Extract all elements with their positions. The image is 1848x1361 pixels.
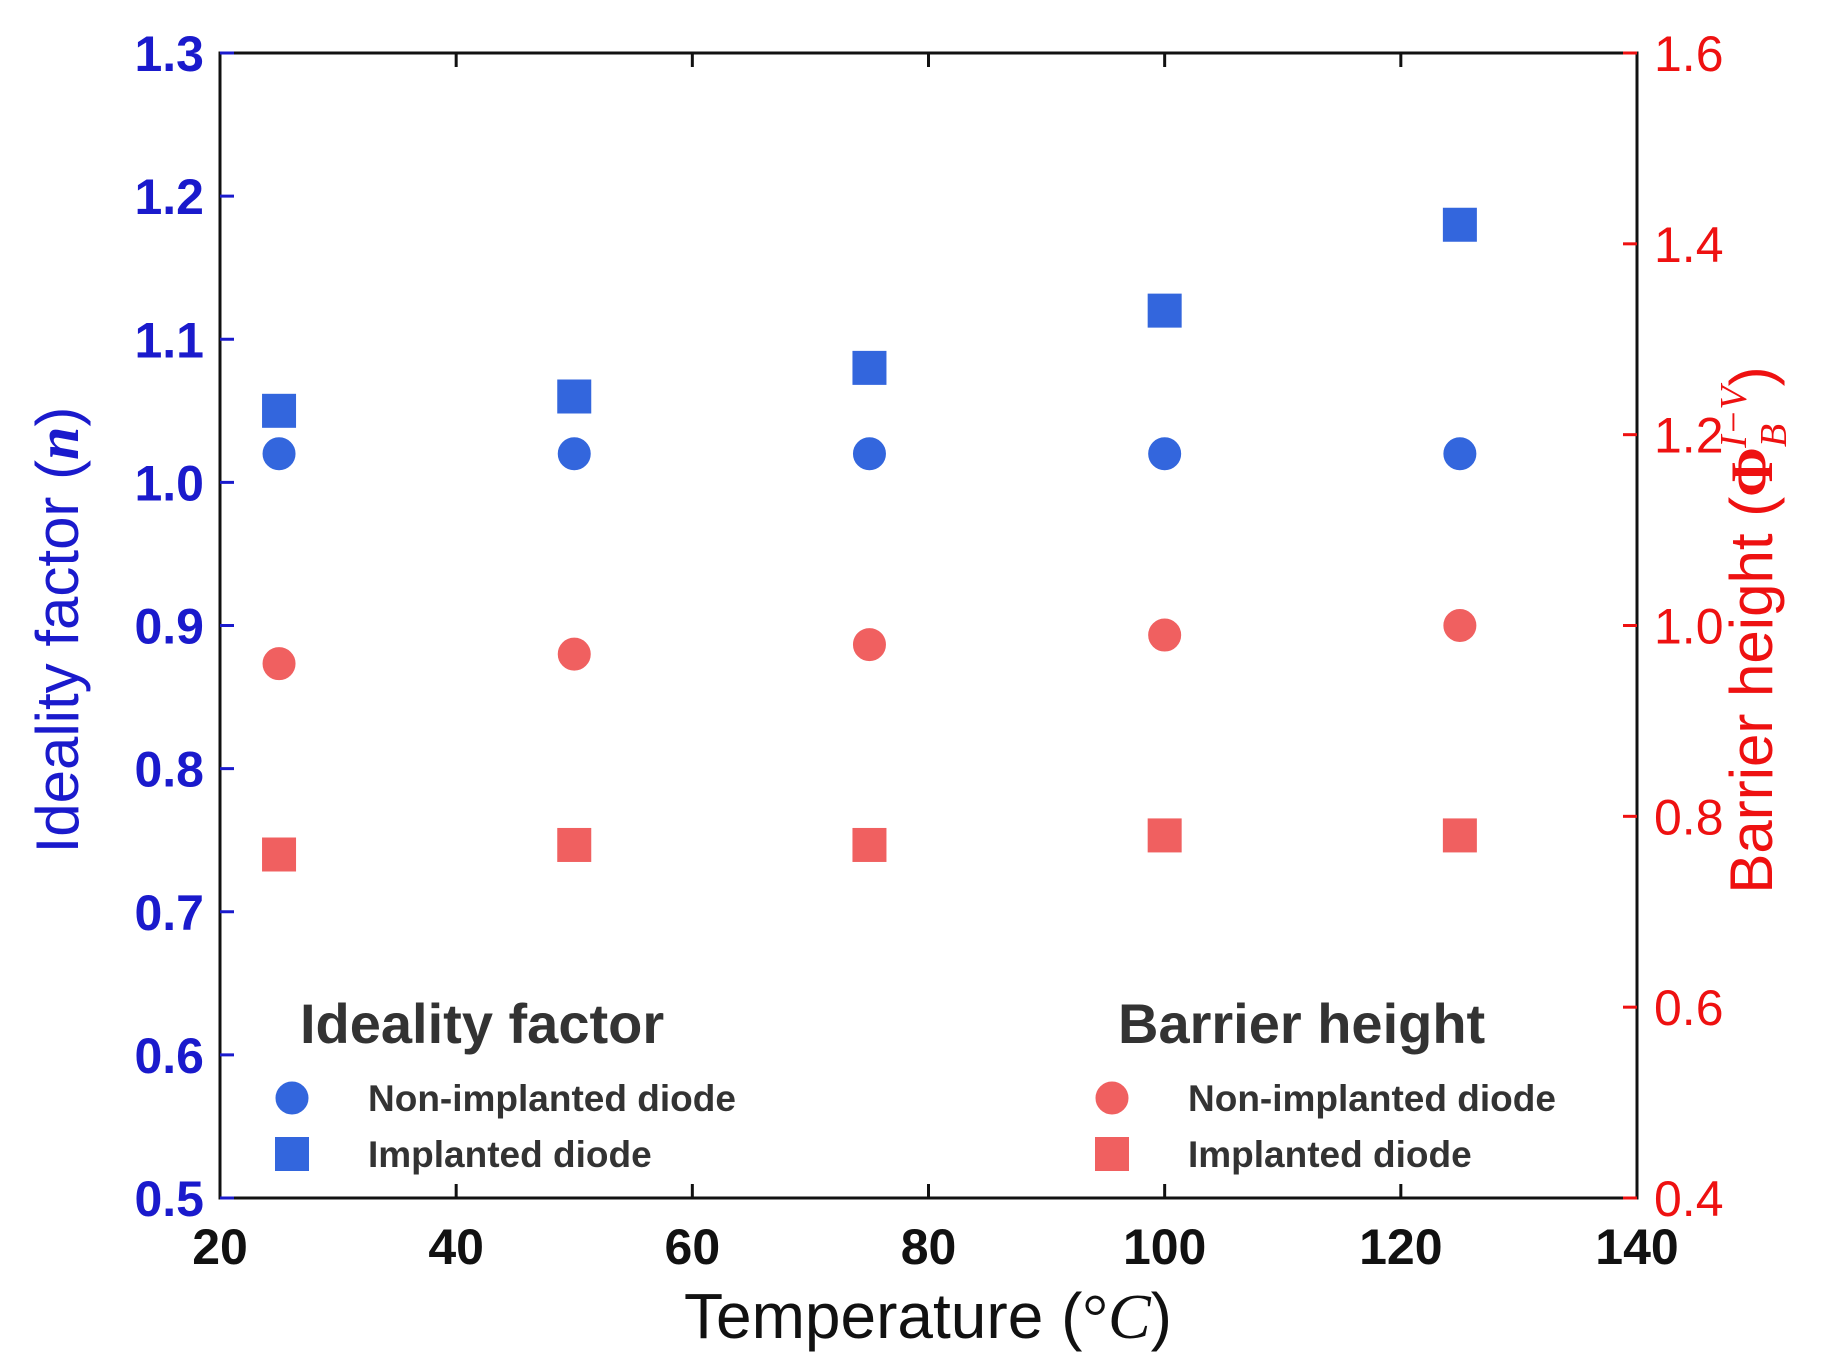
legend-entry-label: Non-implanted diode [368,1078,736,1119]
ideality-non-implanted-point [852,437,886,471]
x-tick-label: 120 [1359,1219,1442,1275]
right-y-tick-label: 1.0 [1654,599,1724,655]
left-y-tick-label: 0.7 [134,885,204,941]
x-tick-label: 140 [1595,1219,1678,1275]
legend-circle-icon [1095,1081,1129,1115]
x-tick-label: 20 [192,1219,248,1275]
barrier-non-implanted-point [262,647,296,681]
right-y-tick-label: 1.4 [1654,217,1724,273]
ideality-non-implanted-point [1443,437,1477,471]
legend-ideality-factor: Ideality factor Non-implanted diode Implan… [275,992,736,1175]
x-axis-label-degree: ° [1082,1281,1108,1352]
right-y-axis-label-prefix: Barrier height ( [1718,497,1785,894]
left-y-tick-label: 0.8 [134,742,204,798]
right-y-axis-label: Barrier height (ΦBI−V) [1713,366,1795,893]
barrier-non-implanted-point [1148,618,1182,652]
x-tick-label: 80 [901,1219,957,1275]
right-y-axis-label-superscript: I−V [1713,383,1755,449]
right-y-tick-label: 0.4 [1654,1171,1724,1227]
ideality-implanted-point [852,350,887,385]
x-tick-label: 40 [428,1219,484,1275]
ideality-implanted-point [557,379,592,414]
x-axis-label-prefix: Temperature ( [684,1280,1082,1352]
ideality-non-implanted-point [262,437,296,471]
ideality-implanted-point [1147,293,1182,328]
left-y-tick-label: 1.1 [134,312,204,368]
legend-entry-label: Implanted diode [368,1134,652,1175]
axis-ticks [218,51,1639,1200]
legend-square-icon [275,1137,309,1171]
x-axis-label-unit: C [1108,1281,1152,1352]
legend-title: Barrier height [1118,992,1485,1055]
left-y-axis-label-symbol: n [25,427,91,460]
ideality-non-implanted-point [1148,437,1182,471]
x-axis-label: Temperature (°C) [684,1280,1172,1352]
legend-circle-icon [275,1081,309,1115]
legend-entry-label: Non-implanted diode [1188,1078,1556,1119]
barrier-implanted-point [852,827,887,862]
right-y-axis-label-subscript: B [1753,424,1795,447]
barrier-implanted-point [1147,818,1182,853]
x-tick-label: 100 [1123,1219,1206,1275]
barrier-non-implanted-point [1443,609,1477,642]
right-y-tick-label: 1.2 [1654,408,1724,464]
right-y-tick-label: 0.6 [1654,980,1724,1036]
ideality-implanted-point [1442,207,1477,242]
left-y-tick-label: 1.3 [134,26,204,82]
legend-barrier-height: Barrier height Non-implanted diode Implant… [1095,992,1556,1175]
x-axis-label-suffix: ) [1151,1280,1172,1352]
left-y-tick-label: 0.6 [134,1028,204,1084]
barrier-non-implanted-point [557,637,591,671]
left-y-axis-label: Ideality factor (n) [24,407,91,854]
right-y-tick-label: 0.8 [1654,789,1724,845]
left-y-tick-label: 0.9 [134,599,204,655]
barrier-implanted-point [557,827,592,862]
ideality-non-implanted-point [557,437,591,471]
left-y-axis-label-prefix: Ideality factor ( [24,460,91,854]
left-y-tick-label: 1.0 [134,455,204,511]
right-y-axis-label-symbol: Φ [1719,447,1785,497]
ideality-implanted-point [262,393,297,428]
legend-square-icon [1095,1137,1129,1171]
legend-entry-label: Implanted diode [1188,1134,1472,1175]
legends: Ideality factor Non-implanted diode Implan… [275,992,1556,1175]
barrier-implanted-point [262,837,297,872]
right-y-axis-label-suffix: ) [1718,366,1785,386]
right-y-tick-label: 1.6 [1654,26,1724,82]
legend-title: Ideality factor [300,992,664,1055]
barrier-implanted-point [1442,818,1477,853]
left-y-tick-label: 1.2 [134,169,204,225]
data-markers [262,207,1477,872]
x-tick-label: 60 [665,1219,721,1275]
tick-labels: 20 40 60 80 100 120 140 0.5 0.6 0.7 0.8 0.9 1.0 1.1 1.… [134,26,1723,1275]
left-y-axis-label-suffix: ) [24,407,91,427]
barrier-non-implanted-point [852,628,886,662]
left-y-tick-label: 0.5 [134,1171,204,1227]
